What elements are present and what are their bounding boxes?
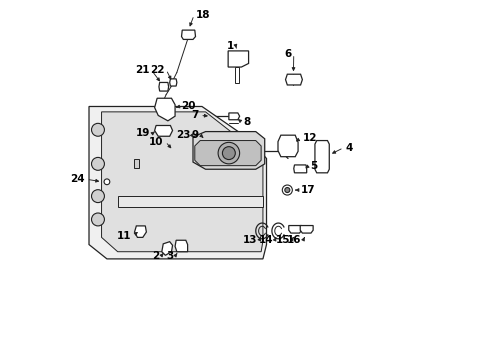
Text: 5: 5 (311, 161, 318, 171)
Text: 12: 12 (302, 134, 317, 143)
Polygon shape (195, 140, 261, 166)
Circle shape (92, 157, 104, 170)
Circle shape (92, 213, 104, 226)
Text: 4: 4 (345, 143, 353, 153)
Circle shape (285, 188, 290, 193)
Circle shape (222, 147, 235, 159)
Circle shape (92, 190, 104, 203)
Polygon shape (315, 140, 329, 173)
Circle shape (282, 185, 293, 195)
Text: 14: 14 (258, 235, 273, 245)
Polygon shape (228, 51, 248, 67)
Polygon shape (89, 107, 267, 259)
Polygon shape (101, 112, 263, 252)
Circle shape (92, 123, 104, 136)
Polygon shape (294, 165, 307, 173)
Polygon shape (175, 240, 188, 252)
Polygon shape (229, 113, 240, 120)
Text: 10: 10 (149, 137, 164, 147)
Text: 3: 3 (166, 251, 173, 261)
Polygon shape (289, 226, 302, 233)
Polygon shape (162, 242, 172, 255)
Text: 24: 24 (70, 174, 85, 184)
Polygon shape (181, 30, 196, 40)
Polygon shape (286, 74, 302, 85)
Text: 15: 15 (275, 235, 290, 245)
Polygon shape (155, 98, 175, 121)
Text: 16: 16 (287, 235, 301, 245)
Circle shape (218, 142, 240, 164)
Text: 6: 6 (285, 49, 292, 59)
Polygon shape (135, 226, 147, 237)
Text: 2: 2 (152, 251, 159, 261)
Polygon shape (118, 196, 263, 207)
Text: 9: 9 (192, 130, 199, 140)
Text: 21: 21 (135, 64, 149, 75)
Text: 20: 20 (181, 102, 196, 112)
Polygon shape (159, 82, 169, 91)
Polygon shape (278, 135, 298, 157)
Text: 11: 11 (117, 231, 131, 240)
Circle shape (104, 179, 110, 185)
Text: 1: 1 (227, 41, 234, 50)
Text: 17: 17 (300, 185, 315, 195)
Text: 18: 18 (196, 10, 210, 20)
Polygon shape (170, 79, 177, 86)
Text: 13: 13 (243, 235, 258, 245)
Text: 8: 8 (243, 117, 250, 127)
Polygon shape (134, 159, 139, 168)
Polygon shape (155, 126, 172, 136)
Text: 23: 23 (175, 130, 190, 140)
Text: 19: 19 (136, 129, 151, 138)
Polygon shape (235, 67, 239, 83)
Text: 22: 22 (150, 64, 164, 75)
Polygon shape (193, 132, 265, 169)
Polygon shape (300, 226, 313, 233)
Text: 7: 7 (191, 111, 198, 121)
